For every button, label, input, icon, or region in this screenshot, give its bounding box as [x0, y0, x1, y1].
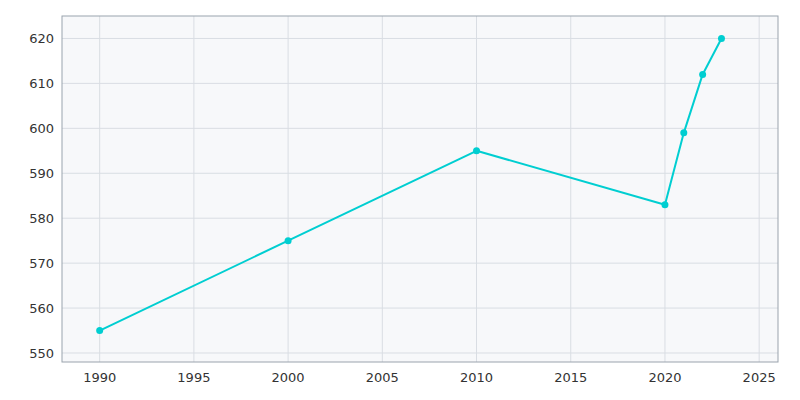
x-grid-line — [476, 16, 477, 362]
series-marker — [699, 71, 706, 78]
grid — [62, 16, 778, 362]
y-tick-label: 610 — [29, 76, 54, 91]
x-grid-line — [288, 16, 289, 362]
y-tick-label: 580 — [29, 211, 54, 226]
x-grid-line — [382, 16, 383, 362]
x-tick-label: 1995 — [177, 370, 210, 385]
x-tick-label: 2015 — [554, 370, 587, 385]
series-marker — [473, 147, 480, 154]
y-grid-line — [62, 173, 778, 174]
chart-container: 1990 1995 2000 2005 2010 2015 2020 2025 550 560 57… — [0, 0, 800, 400]
y-grid-line — [62, 83, 778, 84]
x-grid-line — [193, 16, 194, 362]
x-tick-label: 2005 — [366, 370, 399, 385]
y-grid-line — [62, 353, 778, 354]
y-grid-line — [62, 308, 778, 309]
series-marker — [96, 327, 103, 334]
y-grid-line — [62, 38, 778, 39]
y-tick-label: 560 — [29, 301, 54, 316]
series-line — [100, 38, 722, 330]
y-grid-line — [62, 263, 778, 264]
y-grid-line — [62, 128, 778, 129]
y-grid-line — [62, 218, 778, 219]
x-tick-label: 2025 — [743, 370, 776, 385]
x-grid-line — [99, 16, 100, 362]
plot-background — [62, 16, 778, 362]
series-marker — [285, 237, 292, 244]
x-tick-label: 2000 — [272, 370, 305, 385]
x-tick-label: 2010 — [460, 370, 493, 385]
plot-frame — [62, 16, 778, 362]
series-marker — [661, 201, 668, 208]
y-tick-label: 570 — [29, 256, 54, 271]
y-tick-label: 590 — [29, 166, 54, 181]
x-tick-label: 1990 — [83, 370, 116, 385]
x-grid-line — [759, 16, 760, 362]
y-tick-label: 620 — [29, 31, 54, 46]
x-grid-line — [664, 16, 665, 362]
series-marker — [680, 129, 687, 136]
series — [96, 35, 725, 334]
y-tick-label: 550 — [29, 346, 54, 361]
x-tick-label: 2020 — [648, 370, 681, 385]
x-grid-line — [570, 16, 571, 362]
axes: 1990 1995 2000 2005 2010 2015 2020 2025 550 560 57… — [29, 31, 776, 385]
chart-svg: 1990 1995 2000 2005 2010 2015 2020 2025 550 560 57… — [0, 0, 800, 400]
y-tick-label: 600 — [29, 121, 54, 136]
series-marker — [718, 35, 725, 42]
